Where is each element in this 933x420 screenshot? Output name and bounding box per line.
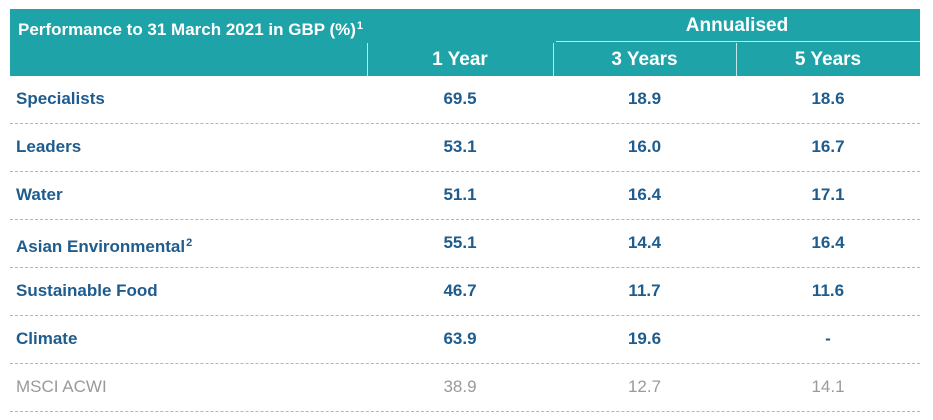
value-5-years: - bbox=[825, 329, 831, 348]
value-1-year: 55.1 bbox=[443, 233, 477, 252]
row-name: Specialists bbox=[16, 89, 105, 108]
group-header-underline bbox=[556, 41, 920, 42]
value-1-year: 63.9 bbox=[443, 329, 477, 348]
table-row: Specialists 69.5 18.9 18.6 bbox=[10, 76, 920, 124]
value-1-year: 69.5 bbox=[443, 89, 477, 108]
column-separator bbox=[736, 43, 737, 76]
column-header-5-years: 5 Years bbox=[794, 49, 862, 70]
value-1-year: 46.7 bbox=[443, 281, 477, 300]
title-footnote: 1 bbox=[356, 20, 364, 32]
value-1-year: 53.1 bbox=[443, 137, 477, 156]
value-1-year: 51.1 bbox=[443, 185, 477, 204]
table-row-benchmark: MSCI ACWI 38.9 12.7 14.1 bbox=[10, 364, 920, 412]
table-row: Climate 63.9 19.6 - bbox=[10, 316, 920, 364]
row-footnote: 2 bbox=[186, 237, 193, 249]
row-divider bbox=[10, 363, 920, 364]
table-row: Sustainable Food 46.7 11.7 11.6 bbox=[10, 268, 920, 316]
value-5-years: 18.6 bbox=[811, 89, 845, 108]
table-header-top: Performance to 31 March 2021 in GBP (%)1… bbox=[10, 9, 920, 43]
row-divider bbox=[10, 171, 920, 172]
column-separator bbox=[367, 43, 368, 76]
value-3-years: 16.4 bbox=[627, 185, 662, 204]
table-row: Water 51.1 16.4 17.1 bbox=[10, 172, 920, 220]
value-5-years: 17.1 bbox=[811, 185, 845, 204]
value-5-years: 16.7 bbox=[811, 137, 845, 156]
value-3-years: 11.7 bbox=[628, 281, 661, 300]
row-divider bbox=[10, 219, 920, 220]
value-1-year: 38.9 bbox=[443, 377, 477, 396]
value-3-years: 16.0 bbox=[627, 137, 662, 156]
row-name: Climate bbox=[16, 329, 78, 348]
table-header-columns: 1 Year 3 Years 5 Years bbox=[10, 43, 920, 76]
row-divider bbox=[10, 123, 920, 124]
column-header-3-years: 3 Years bbox=[611, 49, 678, 70]
column-separator bbox=[553, 43, 554, 76]
column-header-1-year: 1 Year bbox=[432, 49, 488, 70]
row-name: Asian Environmental2 bbox=[16, 237, 193, 256]
row-name: MSCI ACWI bbox=[16, 377, 107, 396]
table-row: Asian Environmental2 55.1 14.4 16.4 bbox=[10, 220, 920, 268]
value-5-years: 11.6 bbox=[811, 281, 845, 300]
annualised-group-header: Annualised bbox=[685, 15, 789, 36]
row-divider bbox=[10, 411, 920, 412]
row-name: Sustainable Food bbox=[16, 281, 158, 300]
row-divider bbox=[10, 267, 920, 268]
row-name: Leaders bbox=[16, 137, 82, 156]
value-3-years: 12.7 bbox=[627, 377, 662, 396]
row-divider bbox=[10, 315, 920, 316]
value-5-years: 14.1 bbox=[811, 377, 845, 396]
value-3-years: 14.4 bbox=[627, 233, 662, 252]
row-name: Water bbox=[16, 185, 63, 204]
value-3-years: 19.6 bbox=[627, 329, 662, 348]
table-row: Leaders 53.1 16.0 16.7 bbox=[10, 124, 920, 172]
table-title: Performance to 31 March 2021 in GBP (%)1 bbox=[18, 20, 364, 39]
value-3-years: 18.9 bbox=[627, 89, 662, 108]
value-5-years: 16.4 bbox=[811, 233, 845, 252]
